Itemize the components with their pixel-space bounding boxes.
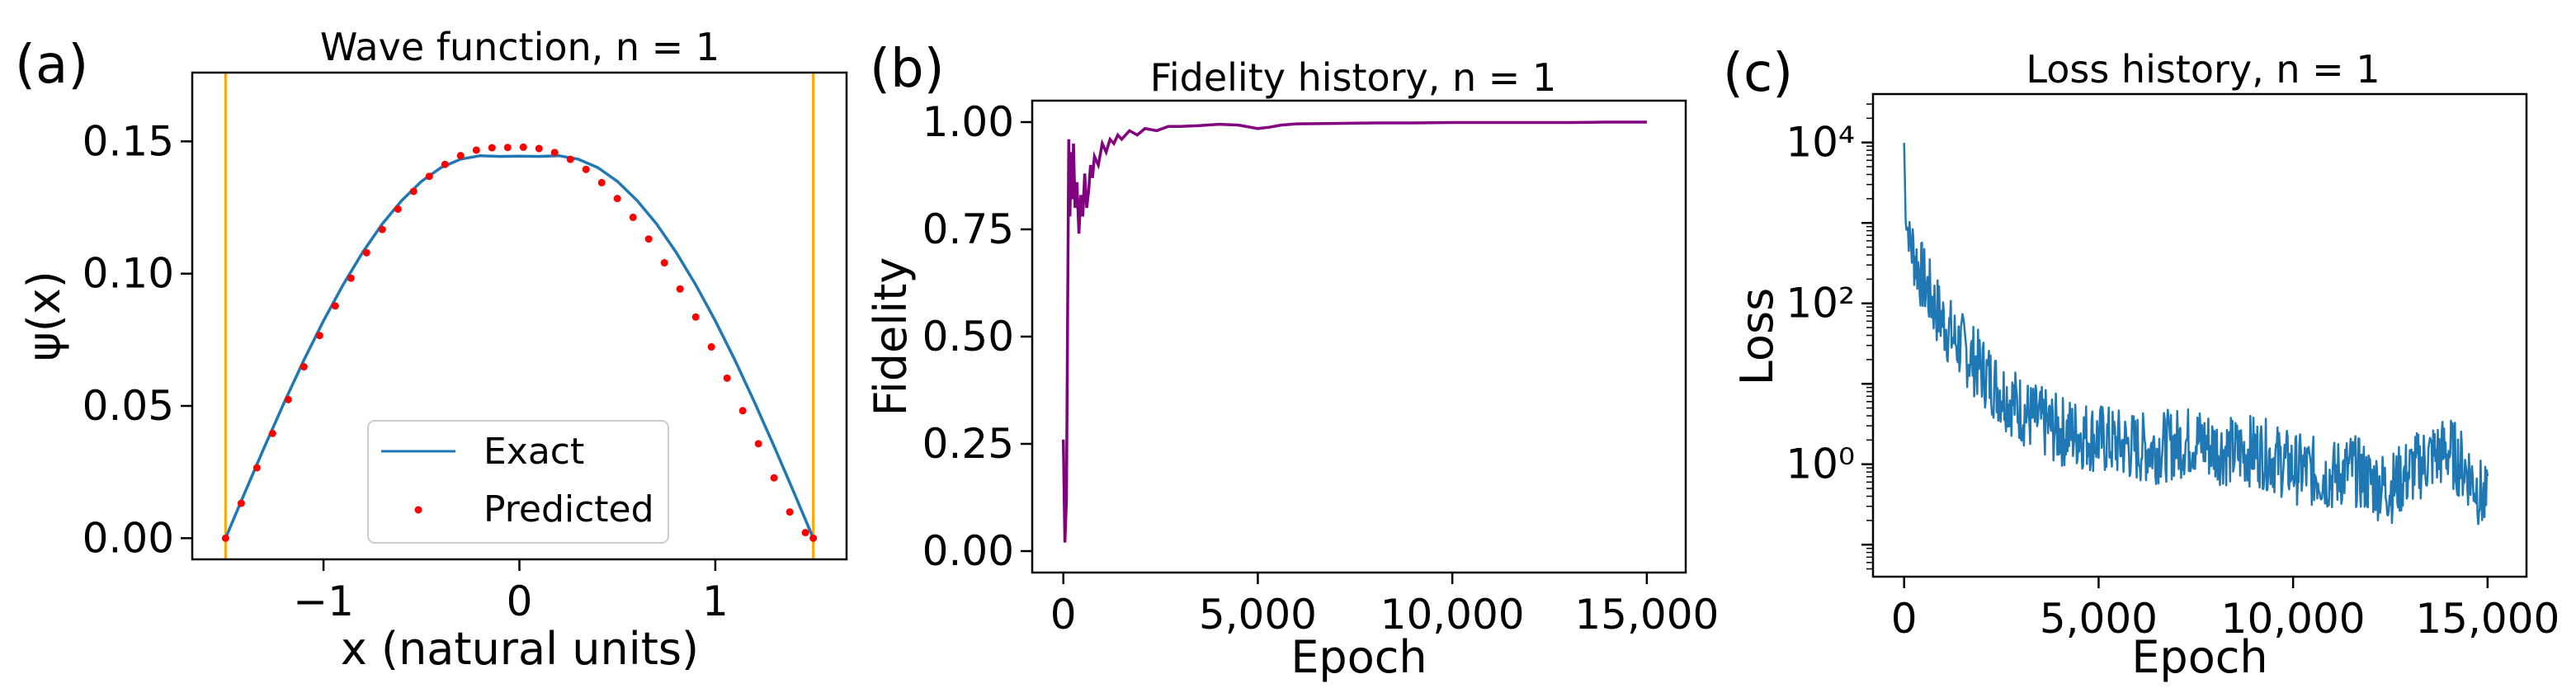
panel-label-c: (c) [1723,43,1793,104]
y-tick-label: 1.00 [922,98,1014,146]
chart-c-plot-area [1903,143,2489,526]
exact-line [224,153,815,539]
predicted-point [394,205,402,213]
predicted-point [503,144,512,152]
predicted-point [409,187,418,196]
chart-a-legend: Exact Predicted [367,420,669,544]
y-tick-label: 10⁰ [1786,441,1855,488]
predicted-point [660,259,668,267]
chart-c-x-ticks: 0 5,000 10,000 15,000 [1891,577,2559,643]
predicted-point [300,363,308,371]
chart-c-x-label: Epoch [2131,631,2267,683]
chart-b-frame [1031,99,1687,574]
predicted-point [801,529,809,537]
predicted-point [472,146,480,154]
x-tick-label: 0 [507,578,533,625]
predicted-point [519,143,527,151]
legend-exact-label: Exact [484,431,584,473]
y-tick-label: 0.50 [922,313,1014,361]
y-tick-label: 0.75 [922,205,1014,253]
y-tick-label: 0.00 [922,527,1014,575]
predicted-point [707,343,715,351]
predicted-point [723,374,731,382]
predicted-point [613,195,621,203]
y-tick-label: 0.10 [83,250,174,298]
chart-a-x-label: x (natural units) [341,623,699,675]
predicted-point [597,178,606,186]
y-tick-label: 0.15 [83,117,174,165]
predicted-point [268,429,276,437]
predicted-point [221,534,229,542]
predicted-point [644,235,653,243]
y-tick-label: 0.00 [83,514,174,562]
predicted-point [550,148,559,157]
chart-b-y-ticks: 0.00 0.25 0.50 0.75 1.00 [922,98,1032,575]
chart-a-x-ticks: −1 0 1 [293,559,729,625]
predicted-point [456,152,465,160]
predicted-point [676,285,684,293]
chart-b-plot-area [1061,120,1647,543]
chart-a-plot-area [221,73,818,559]
chart-b-y-label: Fidelity [865,257,917,417]
legend-predicted-swatch [414,506,422,514]
predicted-point [786,508,794,516]
x-tick-label: 10,000 [2221,595,2366,643]
y-tick-label: 0.05 [83,382,174,430]
x-tick-label: 15,000 [1574,591,1719,639]
predicted-point [738,407,747,415]
chart-b-x-ticks: 0 5,000 10,000 15,000 [1050,573,1719,639]
panel-a: (a) Wave function, n = 1 −1 0 1 0.000.050.… [15,25,848,675]
panel-label-a: (a) [15,35,88,96]
chart-b-x-label: Epoch [1290,631,1427,683]
predicted-point [770,474,778,482]
predicted-point [809,534,818,542]
x-tick-label: 5,000 [2040,595,2158,643]
predicted-point [425,172,433,181]
chart-a-y-ticks: 0.00 0.05 0.10 0.15 [83,117,192,562]
predicted-point [488,144,496,152]
predicted-point [252,464,261,472]
panel-c: (c) Loss history, n = 1 0 5,000 10,000 15,0… [1723,43,2559,683]
legend-predicted-label: Predicted [484,488,654,530]
predicted-point [629,213,637,221]
predicted-point [362,248,370,257]
predicted-point [284,395,292,403]
y-tick-label: 0.25 [922,420,1014,468]
chart-c-title: Loss history, n = 1 [2026,47,2380,92]
chart-a-y-label: ψ(x) [18,271,70,361]
panel-b: (b) Fidelity history, n = 1 0 5,000 10,000… [865,39,1719,683]
chart-c-y-ticks: 10⁰ 10² 10⁴ [1786,103,1873,570]
x-tick-label: 10,000 [1380,591,1525,639]
y-tick-label: 10² [1786,280,1855,328]
chart-b-title: Fidelity history, n = 1 [1150,55,1557,100]
predicted-point [582,165,590,173]
predicted-point [347,274,355,282]
x-tick-label: −1 [293,578,354,625]
y-tick-label: 10⁴ [1786,119,1855,167]
chart-c-y-label: Loss [1731,288,1783,385]
predicted-point [315,332,323,340]
predicted-point [566,155,574,163]
predicted-point [754,440,762,448]
panel-label-b: (b) [870,39,945,100]
predicted-point [237,499,245,507]
fidelity-line [1061,120,1647,543]
predicted-point [378,225,386,233]
predicted-point [535,144,543,153]
x-tick-label: 5,000 [1199,591,1317,639]
chart-a-title: Wave function, n = 1 [320,25,719,69]
x-tick-label: 0 [1050,591,1077,639]
x-tick-label: 0 [1891,595,1918,643]
chart-c-frame [1871,92,2528,578]
predicted-point [331,302,339,310]
x-tick-label: 1 [702,578,729,625]
predicted-point [441,160,449,168]
predicted-point [691,313,700,321]
loss-line [1903,143,2489,526]
x-tick-label: 15,000 [2415,595,2559,643]
